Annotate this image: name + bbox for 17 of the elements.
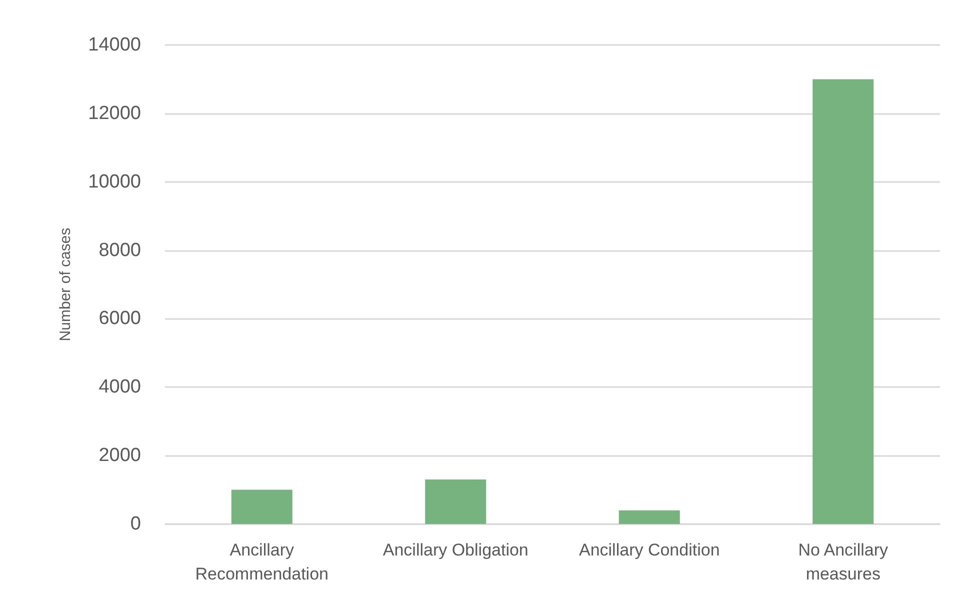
- bar: [812, 79, 874, 524]
- y-tick-label: 10000: [88, 171, 141, 192]
- y-tick-label: 0: [130, 514, 141, 534]
- y-tick-label: 14000: [88, 34, 141, 56]
- y-tick-label: 8000: [98, 240, 141, 261]
- bar: [425, 480, 486, 524]
- x-tick-label: Ancillary Recommendation: [195, 540, 328, 584]
- bar: [618, 510, 680, 524]
- y-tick-label: 6000: [98, 308, 141, 330]
- x-tick-label: Ancillary Obligation: [382, 540, 528, 560]
- y-tick-label: 12000: [88, 102, 141, 124]
- y-tick-label: 2000: [98, 445, 141, 466]
- x-tick-label: Ancillary Condition: [578, 540, 720, 560]
- y-tick-label: 4000: [98, 376, 141, 398]
- y-axis-title: Number of cases: [57, 228, 74, 342]
- bar: [231, 490, 292, 524]
- x-tick-label: No Ancillary measures: [798, 540, 888, 584]
